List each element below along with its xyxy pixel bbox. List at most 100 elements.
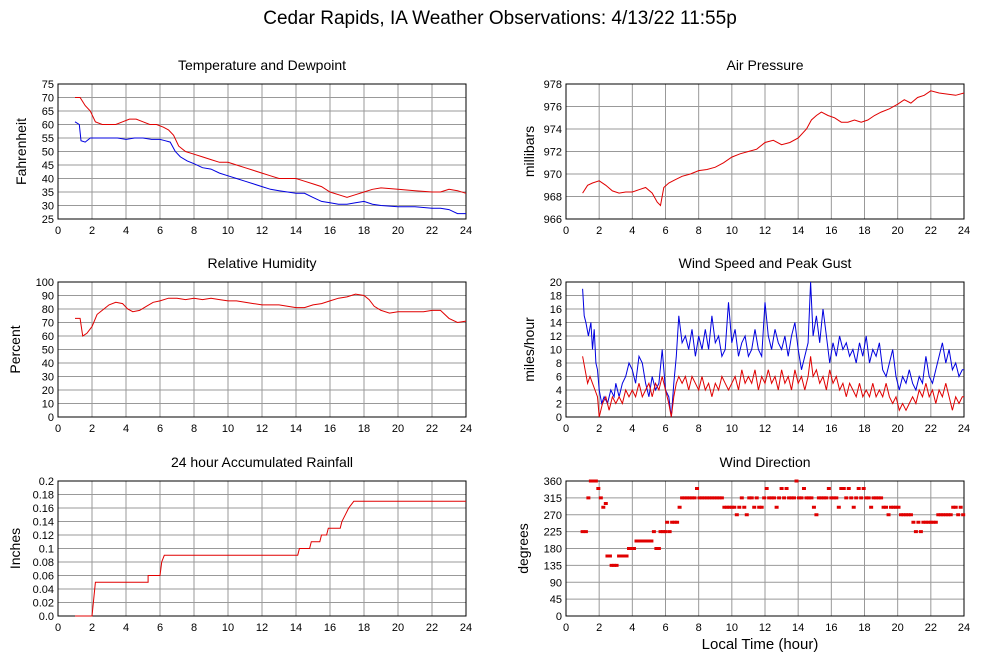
y-tick-label: 70 xyxy=(42,93,54,105)
x-tick-label: 22 xyxy=(925,423,937,435)
x-tick-label: 0 xyxy=(55,423,61,435)
y-tick-label: 0.12 xyxy=(33,530,54,542)
x-tick-label: 8 xyxy=(696,622,702,634)
y-tick-label: 30 xyxy=(42,372,54,384)
x-tick-label: 14 xyxy=(290,423,302,435)
x-tick-label: 6 xyxy=(157,225,163,237)
chart-title: 24 hour Accumulated Rainfall xyxy=(171,454,353,470)
y-tick-label: 968 xyxy=(544,192,562,204)
x-tick-label: 8 xyxy=(191,622,197,634)
x-tick-label: 24 xyxy=(460,622,472,634)
x-tick-label: 22 xyxy=(925,225,937,237)
x-tick-label: 12 xyxy=(759,622,771,634)
y-tick-label: 0.08 xyxy=(33,557,54,569)
x-tick-label: 20 xyxy=(392,423,404,435)
x-tick-label: 12 xyxy=(256,423,268,435)
x-tick-label: 16 xyxy=(825,622,837,634)
y-tick-label: 10 xyxy=(550,345,562,357)
y-tick-label: 0.02 xyxy=(33,598,54,610)
y-tick-label: 270 xyxy=(544,510,562,522)
x-tick-label: 12 xyxy=(256,225,268,237)
plot-frame xyxy=(565,480,965,617)
x-tick-label: 4 xyxy=(123,423,129,435)
x-tick-label: 14 xyxy=(792,622,804,634)
x-tick-label: 12 xyxy=(256,622,268,634)
x-axis-label: Local Time (hour) xyxy=(701,636,819,653)
x-tick-label: 4 xyxy=(123,225,129,237)
series-line-red xyxy=(582,90,965,207)
x-tick-label: 10 xyxy=(726,622,738,634)
x-tick-label: 14 xyxy=(792,423,804,435)
y-tick-label: 75 xyxy=(42,79,54,91)
x-tick-label: 2 xyxy=(89,225,95,237)
x-tick-label: 18 xyxy=(858,225,870,237)
y-tick-label: 6 xyxy=(556,372,562,384)
x-tick-label: 16 xyxy=(825,225,837,237)
x-tick-label: 4 xyxy=(123,622,129,634)
y-tick-label: 90 xyxy=(550,577,562,589)
y-tick-label: 40 xyxy=(42,358,54,370)
x-tick-label: 14 xyxy=(792,225,804,237)
x-tick-label: 24 xyxy=(958,622,970,634)
x-tick-label: 6 xyxy=(662,622,668,634)
x-tick-label: 20 xyxy=(392,622,404,634)
x-tick-label: 2 xyxy=(596,622,602,634)
y-tick-label: 0.0 xyxy=(39,611,54,623)
y-tick-label: 978 xyxy=(544,79,562,91)
y-tick-label: 20 xyxy=(550,277,562,289)
y-tick-label: 100 xyxy=(36,277,54,289)
y-tick-label: 0.06 xyxy=(33,571,54,583)
series-line-blue xyxy=(582,281,964,418)
x-tick-label: 16 xyxy=(324,622,336,634)
chart-title: Air Pressure xyxy=(726,57,803,73)
x-tick-label: 20 xyxy=(892,423,904,435)
series-line-blue xyxy=(74,121,466,215)
y-tick-label: 35 xyxy=(42,187,54,199)
x-tick-label: 10 xyxy=(726,225,738,237)
y-tick-label: 0.1 xyxy=(39,544,54,556)
page-title: Cedar Rapids, IA Weather Observations: 4… xyxy=(263,8,737,29)
x-tick-label: 18 xyxy=(858,622,870,634)
y-axis-label: degrees xyxy=(515,523,531,574)
y-tick-label: 50 xyxy=(42,345,54,357)
y-tick-label: 0.18 xyxy=(33,490,54,502)
chart-title: Relative Humidity xyxy=(208,255,317,271)
x-tick-label: 6 xyxy=(662,225,668,237)
x-tick-label: 6 xyxy=(157,423,163,435)
x-tick-label: 18 xyxy=(858,423,870,435)
x-tick-label: 8 xyxy=(696,423,702,435)
y-tick-label: 18 xyxy=(550,291,562,303)
x-tick-label: 20 xyxy=(892,622,904,634)
x-tick-label: 24 xyxy=(460,423,472,435)
plot-frame xyxy=(565,83,965,220)
x-tick-label: 2 xyxy=(89,622,95,634)
x-tick-label: 8 xyxy=(191,225,197,237)
y-tick-label: 0.14 xyxy=(33,517,54,529)
y-tick-label: 90 xyxy=(42,291,54,303)
y-tick-label: 360 xyxy=(544,476,562,488)
x-tick-label: 18 xyxy=(358,423,370,435)
y-tick-label: 0.04 xyxy=(33,584,54,596)
y-tick-label: 50 xyxy=(42,147,54,159)
y-tick-label: 45 xyxy=(550,594,562,606)
y-tick-label: 55 xyxy=(42,133,54,145)
x-tick-label: 0 xyxy=(563,622,569,634)
series-line-red xyxy=(75,500,466,617)
y-tick-label: 0 xyxy=(48,412,54,424)
chart-title: Temperature and Dewpoint xyxy=(178,57,346,73)
chart-title: Wind Direction xyxy=(719,454,810,470)
x-tick-label: 4 xyxy=(629,225,635,237)
x-tick-label: 22 xyxy=(426,622,438,634)
y-tick-label: 2 xyxy=(556,399,562,411)
x-tick-label: 12 xyxy=(759,423,771,435)
x-tick-label: 16 xyxy=(324,225,336,237)
x-tick-label: 6 xyxy=(157,622,163,634)
y-tick-label: 30 xyxy=(42,201,54,213)
y-tick-label: 16 xyxy=(550,304,562,316)
y-tick-label: 60 xyxy=(42,120,54,132)
